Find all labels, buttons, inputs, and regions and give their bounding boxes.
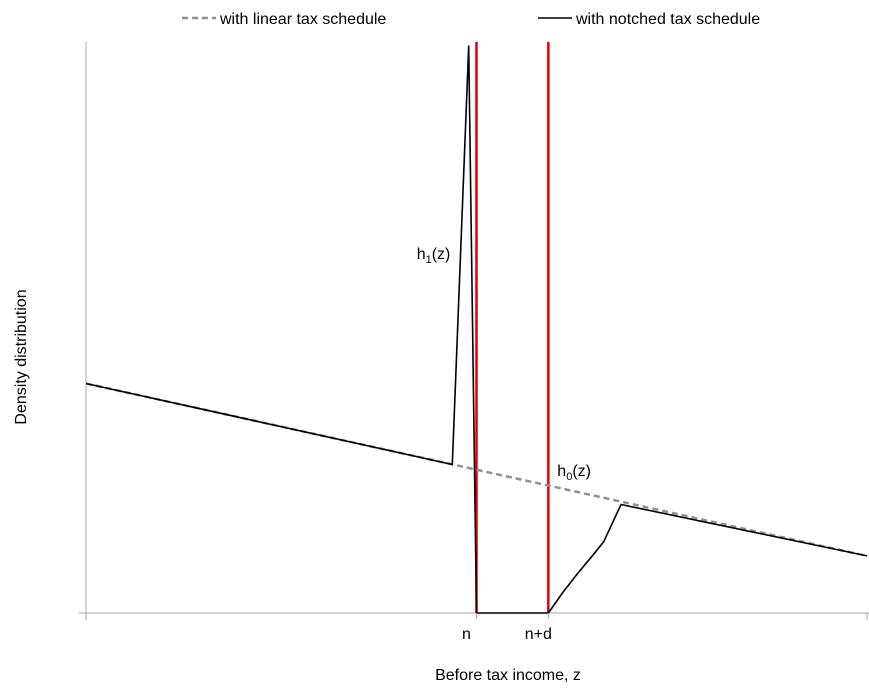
series-layer [85,45,868,614]
series-notched-tax [85,45,868,614]
x-tick-label-0: n [462,626,471,643]
annotation-h1: h1(z) [417,246,451,266]
legend-label-linear: with linear tax schedule [219,11,386,28]
annotation-h0: h0(z) [557,463,591,483]
x-ticks: n n+d [462,613,552,643]
annotations: h1(z) h0(z) [417,246,591,483]
legend: with linear tax schedule with notched ta… [182,11,760,28]
notch-lines [475,42,550,613]
x-axis-label: Before tax income, z [435,667,581,684]
y-axis-label: Density distribution [13,289,30,424]
x-tick-label-1: n+d [525,626,552,643]
legend-label-notched: with notched tax schedule [575,11,760,28]
